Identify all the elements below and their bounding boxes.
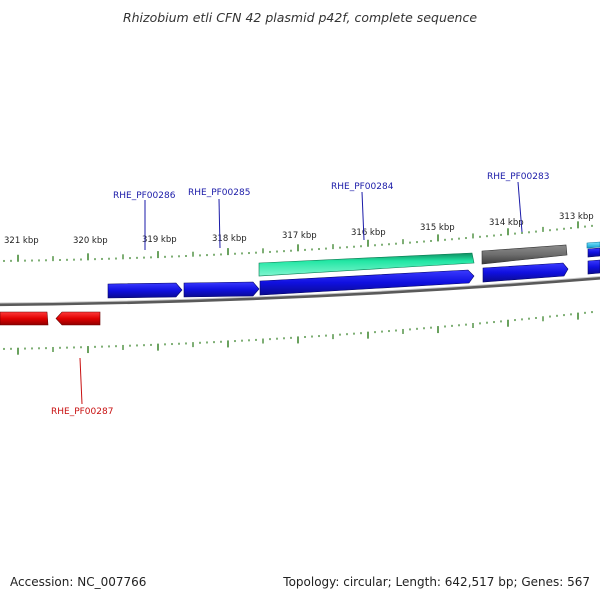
leader-line-rhe-pf00285 (218, 198, 221, 249)
gene-label-rhe-pf00285[interactable]: RHE_PF00285 (188, 188, 250, 198)
scale-label-313: 313 kbp (559, 212, 594, 222)
cds-arrow-rhe-pf00287[interactable] (55, 311, 101, 326)
rna-feature-teal[interactable] (258, 252, 475, 277)
reverse-cds-track (0, 311, 101, 326)
label-leader-lines (79, 181, 523, 405)
scale-label-321: 321 kbp (4, 236, 39, 246)
scale-label-319: 319 kbp (142, 235, 177, 245)
inner-tick-marks (3, 311, 593, 355)
leader-line-rhe-pf00284 (361, 191, 365, 241)
topology-summary: Topology: circular; Length: 642,517 bp; … (283, 575, 590, 589)
scale-label-317: 317 kbp (282, 231, 317, 241)
gene-label-rhe-pf00283[interactable]: RHE_PF00283 (487, 172, 549, 182)
cds-arrow-partial-upper[interactable] (587, 247, 600, 258)
gene-label-rhe-pf00287[interactable]: RHE_PF00287 (51, 407, 113, 417)
leader-line-rhe-pf00283 (517, 181, 523, 233)
cds-arrow-partial[interactable] (587, 259, 600, 275)
gene-labels: RHE_PF00286 RHE_PF00285 RHE_PF00284 RHE_… (51, 172, 549, 417)
leader-line-rhe-pf00287 (79, 357, 83, 405)
feature-gray[interactable] (481, 244, 568, 265)
cds-arrow-rhe-pf00283[interactable] (482, 262, 569, 283)
cds-arrow-rhe-pf00286[interactable] (107, 282, 183, 299)
accession-text: Accession: NC_007766 (10, 575, 147, 589)
forward-cds-track (107, 247, 600, 299)
cds-arrow-rhe-pf00284[interactable] (259, 269, 475, 296)
outer-tick-marks (3, 221, 593, 262)
plasmid-backbone-highlight (0, 276, 600, 304)
scale-label-316: 316 kbp (351, 228, 386, 238)
gene-label-rhe-pf00286[interactable]: RHE_PF00286 (113, 191, 176, 201)
scale-label-315: 315 kbp (420, 223, 455, 233)
scale-labels: 321 kbp 320 kbp 319 kbp 318 kbp 317 kbp … (4, 212, 594, 246)
scale-label-314: 314 kbp (489, 218, 524, 228)
cds-arrow-reverse-partial[interactable] (0, 311, 49, 326)
outer-feature-track (258, 241, 600, 277)
scale-label-318: 318 kbp (212, 234, 247, 244)
plasmid-backbone (0, 276, 600, 307)
cds-arrow-rhe-pf00285[interactable] (183, 281, 260, 298)
scale-label-320: 320 kbp (73, 236, 108, 246)
feature-cyan[interactable] (586, 241, 600, 249)
map-title: Rhizobium etli CFN 42 plasmid p42f, comp… (122, 10, 478, 25)
gene-label-rhe-pf00284[interactable]: RHE_PF00284 (331, 182, 394, 192)
